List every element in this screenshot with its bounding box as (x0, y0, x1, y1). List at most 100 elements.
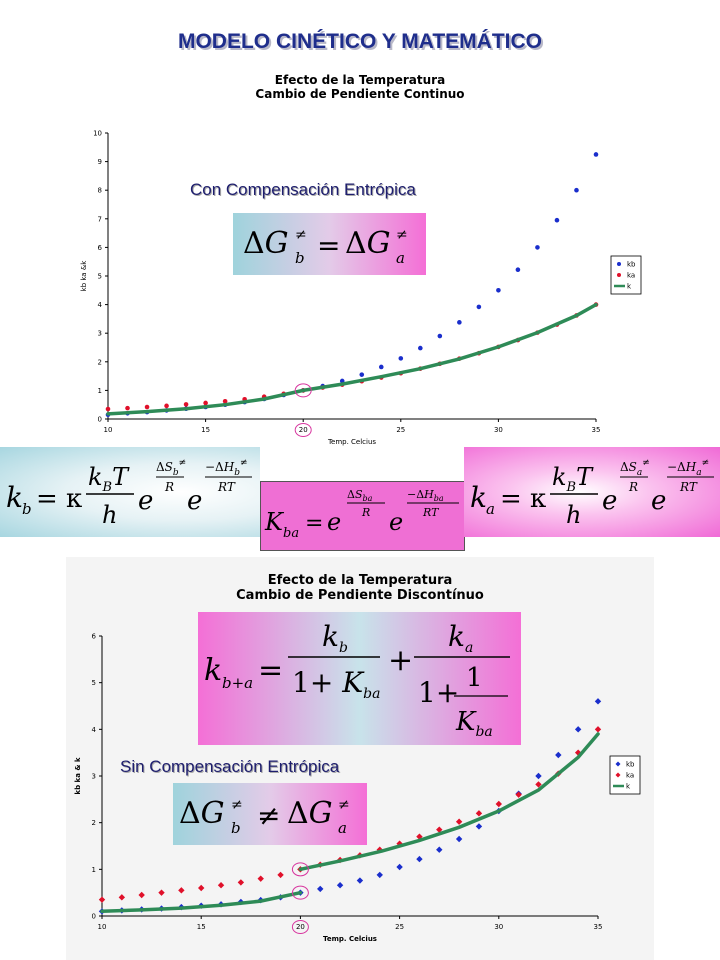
svg-text:k: k (6, 481, 23, 514)
svg-text:e: e (389, 508, 403, 536)
svg-text:R: R (361, 506, 370, 519)
top-point-kb (398, 356, 404, 361)
bottom-point-ka (495, 800, 502, 808)
svg-text:e: e (187, 486, 202, 516)
top-chart-title-line1: Efecto de la Temperatura (274, 73, 446, 87)
svg-text:h: h (102, 501, 117, 529)
bottom-legend-swatch-kb (615, 761, 621, 767)
bottom-point-ka (198, 884, 205, 892)
svg-text:RT: RT (422, 506, 440, 519)
bottom-y-tick-label: 3 (92, 773, 96, 781)
bottom-chart-subtitle: Cambio de Pendiente Discontínuo (236, 588, 484, 603)
top-point-ka (164, 403, 169, 409)
bottom-x-tick-label: 35 (594, 923, 603, 931)
svg-text:e: e (327, 508, 341, 536)
svg-text:1: 1 (466, 663, 483, 693)
bottom-point-ka (515, 791, 522, 798)
svg-text:=: = (317, 229, 340, 262)
top-point-kb (554, 217, 560, 223)
bottom-point-kb (396, 863, 403, 871)
bottom-point-kb (356, 877, 364, 884)
svg-text:≠: ≠ (338, 797, 350, 813)
svg-text:RT: RT (217, 480, 236, 494)
bottom-legend-swatch-ka (615, 772, 621, 778)
equation-kb: k b = κ kBT h e ΔSb≠ R e −ΔHb≠ RT (0, 447, 260, 537)
top-point-ka (144, 404, 150, 410)
bottom-point-kb (535, 772, 542, 780)
bottom-legend-label-kb: kb (626, 761, 635, 769)
equation-kba: K ba = e ΔSba R e −ΔHba RT (260, 481, 465, 551)
top-x-axis-label: Temp. Celcius (327, 438, 376, 446)
top-point-kb (593, 152, 599, 157)
svg-text:ka: ka (448, 620, 473, 656)
svg-text:kBT: kBT (88, 463, 130, 495)
top-point-kb (418, 345, 423, 351)
top-x-tick-label: 15 (201, 426, 210, 434)
svg-text:≠: ≠ (295, 227, 307, 243)
top-y-tick-label: 3 (98, 330, 102, 338)
top-x-tick-label: 20 (299, 426, 308, 434)
bottom-point-kb (574, 726, 582, 733)
top-highlight-tick-circle (294, 423, 312, 437)
bottom-chart: 0 1 2 3 4 5 6 10 15 20 25 30 35 Temp. Celcius kb ka & … (74, 633, 641, 943)
bottom-point-ka (138, 891, 145, 899)
top-point-kb (457, 320, 462, 325)
svg-text:Kba: Kba (455, 707, 493, 740)
bottom-point-kb (475, 823, 483, 830)
svg-text:e: e (602, 486, 617, 516)
bottom-point-kb (436, 846, 443, 853)
bottom-point-ka (98, 896, 106, 903)
top-y-tick-label: 2 (98, 358, 102, 366)
top-y-tick-label: 8 (98, 187, 102, 195)
bottom-y-tick-label: 6 (92, 633, 97, 641)
equation-ka: k a = κ kBT h e ΔSa≠ R e −ΔHa≠ RT (464, 447, 720, 537)
bottom-legend-label-k: k (626, 783, 631, 791)
svg-text:ΔG: ΔG (287, 796, 333, 831)
svg-text:ΔSa≠: ΔSa≠ (620, 458, 650, 478)
bottom-point-ka (455, 818, 463, 825)
svg-text:ΔSb≠: ΔSb≠ (156, 458, 186, 478)
svg-text:K: K (264, 508, 285, 536)
bottom-chart-title: Efecto de la Temperatura Cambio de Pendi… (200, 573, 520, 603)
top-highlight-circle (294, 383, 312, 398)
top-y-tick-label: 6 (98, 244, 103, 252)
top-point-ka (105, 406, 111, 412)
note-sin-compensacion: Sin Compensación Entrópica (120, 757, 340, 776)
bottom-y-tick-label: 1 (92, 866, 96, 874)
top-series-k-line (106, 302, 598, 416)
top-point-ka (203, 400, 208, 406)
bottom-x-axis-label: Temp. Celcius (323, 935, 377, 943)
bottom-point-ka (217, 882, 225, 889)
bottom-point-ka (277, 871, 284, 879)
top-legend-swatch-ka (617, 273, 621, 277)
bottom-series-k-line (298, 732, 600, 872)
svg-text:=: = (258, 653, 283, 688)
svg-text:≠: ≠ (231, 797, 243, 813)
svg-text:ΔSba: ΔSba (347, 488, 373, 503)
bottom-point-ka (475, 810, 483, 817)
top-y-tick-label: 7 (98, 215, 102, 223)
top-point-kb (496, 288, 501, 293)
svg-text:b: b (22, 500, 32, 518)
svg-text:R: R (164, 480, 174, 494)
svg-text:a: a (338, 819, 347, 837)
page-title: MODELO CINÉTICO Y MATEMÁTICO (177, 30, 542, 53)
top-y-axis-label: kb ka &k (80, 260, 88, 292)
svg-text:ΔG: ΔG (345, 226, 391, 261)
bottom-point-ka (178, 887, 185, 894)
svg-text:= κ: = κ (500, 484, 546, 514)
bottom-point-kb (416, 855, 423, 863)
svg-text:k: k (470, 481, 487, 514)
svg-text:a: a (486, 500, 495, 518)
svg-text:kBT: kBT (552, 463, 594, 495)
equation-delta-g-not-equal: ΔG ≠ b ≠ ΔG ≠ a (173, 783, 367, 845)
bottom-x-tick-label: 15 (197, 923, 206, 931)
top-x-tick-label: 35 (592, 426, 601, 434)
svg-text:=: = (305, 511, 323, 536)
svg-text:b+a: b+a (222, 674, 253, 692)
note-con-compensacion: Con Compensación Entrópica (190, 180, 416, 199)
bottom-point-kb (317, 885, 324, 893)
bottom-y-tick-label: 0 (92, 913, 96, 921)
bottom-y-axis-label: kb ka & k (74, 757, 82, 794)
bottom-x-tick-label: 25 (395, 923, 404, 931)
